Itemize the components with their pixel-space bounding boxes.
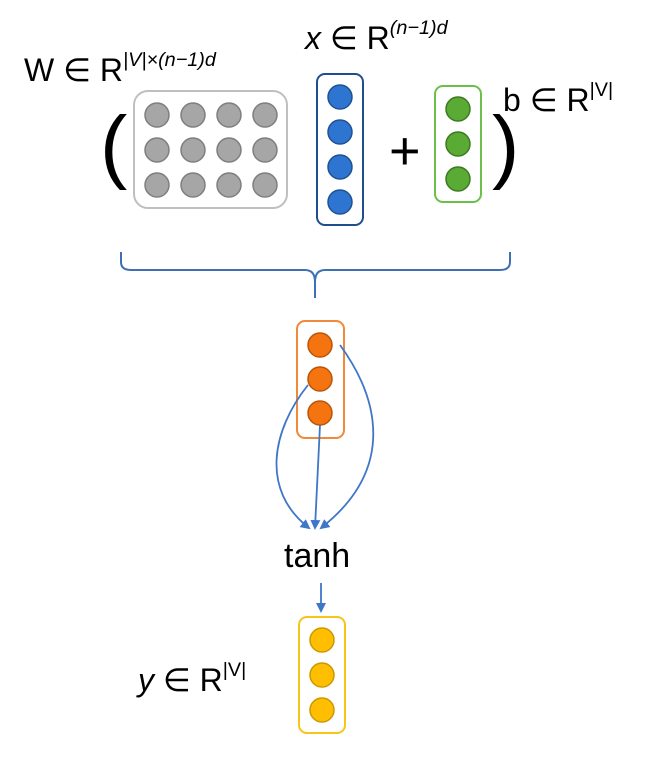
- weight-node: [217, 173, 241, 197]
- input-label-var: x: [305, 20, 321, 56]
- weight-node: [145, 103, 169, 127]
- weight-node: [253, 173, 277, 197]
- output-label-set: ∈ R: [154, 662, 223, 698]
- output-vector-nodes: [310, 628, 334, 722]
- input-label-set: ∈ R: [321, 20, 390, 56]
- weight-node: [181, 138, 205, 162]
- output-label-superscript: |V|: [223, 659, 247, 681]
- weight-node: [253, 103, 277, 127]
- weight-matrix-nodes: [145, 103, 277, 197]
- hidden-node: [308, 333, 332, 357]
- input-node: [328, 85, 352, 109]
- input-label: x ∈ R(n−1)d: [305, 22, 448, 54]
- output-node: [310, 698, 334, 722]
- plus-operator: +: [389, 124, 421, 178]
- hidden-node: [308, 367, 332, 391]
- bias-node: [446, 167, 470, 191]
- arrow-node2-to-tanh: [276, 385, 309, 528]
- weight-label-superscript: |V|×(n−1)d: [123, 49, 216, 71]
- weight-label-base: W ∈ R: [24, 52, 123, 88]
- weight-node: [217, 138, 241, 162]
- output-label-var: y: [138, 662, 154, 698]
- input-vector-nodes: [328, 85, 352, 214]
- bias-label: b ∈ R|V|: [503, 84, 613, 116]
- input-node: [328, 190, 352, 214]
- output-node: [310, 663, 334, 687]
- bias-node: [446, 97, 470, 121]
- hidden-node: [308, 401, 332, 425]
- weight-node: [181, 103, 205, 127]
- hidden-vector-nodes: [308, 333, 332, 425]
- weight-label: W ∈ R|V|×(n−1)d: [24, 54, 216, 86]
- input-label-superscript: (n−1)d: [390, 17, 448, 39]
- close-parenthesis: ): [492, 105, 519, 187]
- input-node: [328, 155, 352, 179]
- bias-vector-nodes: [446, 97, 470, 191]
- open-parenthesis: (: [100, 105, 127, 187]
- arrow-node3-to-tanh: [315, 425, 320, 528]
- weight-node: [217, 103, 241, 127]
- output-node: [310, 628, 334, 652]
- weight-node: [145, 138, 169, 162]
- bias-label-superscript: |V|: [590, 79, 614, 101]
- input-node: [328, 120, 352, 144]
- summation-brace: [121, 252, 510, 298]
- weight-node: [145, 173, 169, 197]
- output-label: y ∈ R|V|: [138, 664, 246, 696]
- weight-node: [253, 138, 277, 162]
- bias-node: [446, 132, 470, 156]
- tanh-label: tanh: [284, 539, 350, 573]
- weight-node: [181, 173, 205, 197]
